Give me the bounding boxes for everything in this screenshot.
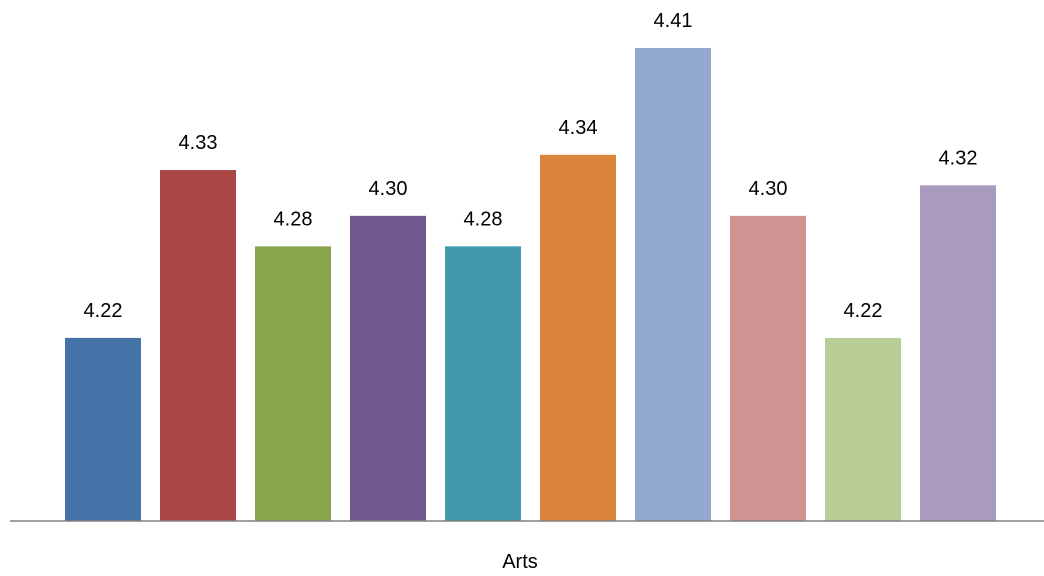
data-label-5: 4.28 — [464, 208, 503, 230]
bar-5 — [445, 246, 521, 521]
data-label-8: 4.30 — [749, 178, 788, 200]
bars-group — [65, 48, 996, 522]
bar-4 — [350, 215, 426, 521]
data-label-10: 4.32 — [939, 147, 978, 169]
category-label: Arts — [502, 551, 538, 573]
bar-6 — [540, 154, 616, 521]
data-label-3: 4.28 — [274, 208, 313, 230]
bar-7 — [635, 48, 711, 521]
data-label-6: 4.34 — [559, 117, 598, 139]
bar-9 — [825, 337, 901, 521]
data-label-4: 4.30 — [369, 178, 408, 200]
data-label-1: 4.22 — [84, 300, 123, 322]
data-labels-group: 4.22 4.33 4.28 4.30 4.28 4.34 4.41 4.30 4.22 4.32 — [84, 10, 978, 322]
data-label-9: 4.22 — [844, 300, 883, 322]
bar-10 — [920, 185, 996, 522]
data-label-2: 4.33 — [179, 132, 218, 154]
bar-8 — [730, 215, 806, 521]
bar-2 — [160, 170, 236, 521]
bar-1 — [65, 337, 141, 521]
data-label-7: 4.41 — [654, 10, 693, 32]
bar-3 — [255, 246, 331, 521]
